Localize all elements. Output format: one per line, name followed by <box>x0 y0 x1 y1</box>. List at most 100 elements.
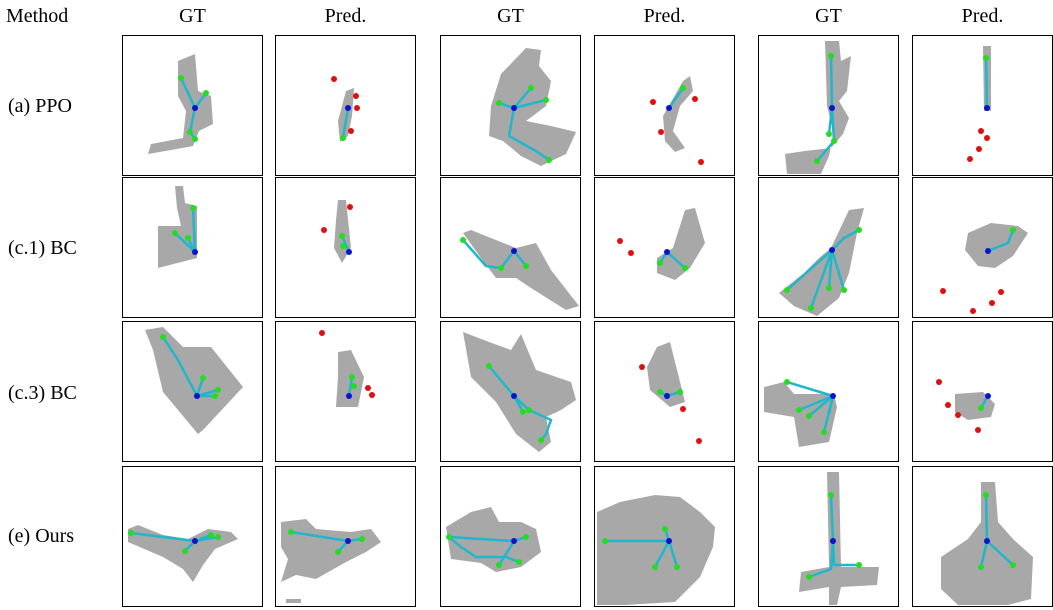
map-canvas <box>463 332 576 452</box>
map-canvas <box>597 495 715 605</box>
trajectory-path <box>979 494 1014 568</box>
map-cell <box>275 35 416 176</box>
agent-start-dot <box>511 393 517 399</box>
explored-area <box>965 223 1028 268</box>
trajectory-path <box>984 57 989 109</box>
goal-reached-dot <box>190 205 196 211</box>
agent-start-dot <box>346 393 352 399</box>
map-canvas <box>460 230 579 310</box>
goal-missed-dot <box>970 308 976 314</box>
map-canvas <box>489 48 576 166</box>
map-canvas <box>779 208 864 316</box>
goal-missed-dot <box>976 146 982 152</box>
agent-start-dot <box>829 247 835 253</box>
goal-reached-dot <box>520 409 526 415</box>
map-cell <box>594 466 735 607</box>
agent-start-dot <box>830 393 836 399</box>
map-cell <box>440 177 581 318</box>
goal-reached-dot <box>682 265 688 271</box>
map-cell <box>122 35 263 176</box>
goal-reached-dot <box>808 305 814 311</box>
explored-area <box>597 495 715 605</box>
goal-missed-dot <box>940 288 946 294</box>
agent-start-dot <box>664 249 670 255</box>
goal-missed-dot <box>984 135 990 141</box>
goal-reached-dot <box>831 138 837 144</box>
goal-reached-dot <box>674 564 680 570</box>
goal-reached-dot <box>203 90 209 96</box>
map-cell <box>275 321 416 462</box>
goal-missed-dot <box>617 238 623 244</box>
goal-reached-dot <box>496 100 502 106</box>
agent-start-dot <box>345 105 351 111</box>
column-header-gt-1: GT <box>179 5 206 27</box>
goal-reached-dot <box>460 237 466 243</box>
goal-missed-dot <box>650 99 656 105</box>
column-header-pred-1: Pred. <box>324 5 367 27</box>
map-canvas <box>319 330 375 407</box>
goal-reached-dot <box>856 562 862 568</box>
goal-missed-dot <box>955 412 961 418</box>
goal-missed-dot <box>680 406 686 412</box>
goal-reached-dot <box>212 393 218 399</box>
goal-missed-dot <box>369 392 375 398</box>
trajectory-path <box>179 77 208 140</box>
goal-missed-dot <box>321 227 327 233</box>
agent-start-dot <box>829 105 835 111</box>
trajectory-path <box>786 228 860 309</box>
agent-start-dot <box>192 105 198 111</box>
map-cell <box>912 35 1053 176</box>
goal-reached-dot <box>978 405 984 411</box>
goal-reached-dot <box>187 129 193 135</box>
goal-missed-dot <box>658 129 664 135</box>
goal-reached-dot <box>826 285 832 291</box>
goal-missed-dot <box>698 159 704 165</box>
explored-area <box>158 186 197 268</box>
goal-missed-dot <box>998 289 1004 295</box>
goal-missed-dot <box>639 364 645 370</box>
map-cell <box>594 177 735 318</box>
column-header-gt-2: GT <box>497 5 524 27</box>
goal-missed-dot <box>692 96 698 102</box>
agent-start-dot <box>830 538 836 544</box>
row-label-bc-c3: (c.3) BC <box>8 382 77 404</box>
map-cell <box>122 177 263 318</box>
map-canvas <box>650 76 704 165</box>
goal-reached-dot <box>978 564 984 570</box>
goal-reached-dot <box>1010 227 1016 233</box>
agent-start-dot <box>666 105 672 111</box>
trajectory-path <box>462 239 527 270</box>
goal-reached-dot <box>215 534 221 540</box>
goal-reached-dot <box>983 55 989 61</box>
goal-reached-dot <box>652 564 658 570</box>
goal-missed-dot <box>348 128 354 134</box>
map-cell <box>122 466 263 607</box>
goal-missed-dot <box>945 402 951 408</box>
map-cell <box>440 35 581 176</box>
goal-missed-dot <box>353 93 359 99</box>
map-canvas <box>145 327 243 434</box>
goal-reached-dot <box>856 227 862 233</box>
goal-missed-dot <box>936 379 942 385</box>
goal-reached-dot <box>288 529 294 535</box>
explored-area <box>148 54 213 154</box>
goal-missed-dot <box>347 204 353 210</box>
goal-reached-dot <box>526 407 532 413</box>
goal-reached-dot <box>215 387 221 393</box>
goal-reached-dot <box>677 389 683 395</box>
goal-reached-dot <box>657 260 663 266</box>
goal-reached-dot <box>340 135 346 141</box>
goal-reached-dot <box>528 85 534 91</box>
goal-missed-dot <box>331 76 337 82</box>
goal-reached-dot <box>784 287 790 293</box>
trajectory-path <box>130 531 219 552</box>
column-header-gt-3: GT <box>815 5 842 27</box>
map-canvas <box>799 472 879 605</box>
goal-reached-dot <box>339 233 345 239</box>
goal-reached-dot <box>538 437 544 443</box>
explored-area <box>799 472 879 605</box>
goal-reached-dot <box>516 559 522 565</box>
goal-missed-dot <box>628 250 634 256</box>
map-cell <box>912 466 1053 607</box>
trajectory-path <box>605 528 679 568</box>
